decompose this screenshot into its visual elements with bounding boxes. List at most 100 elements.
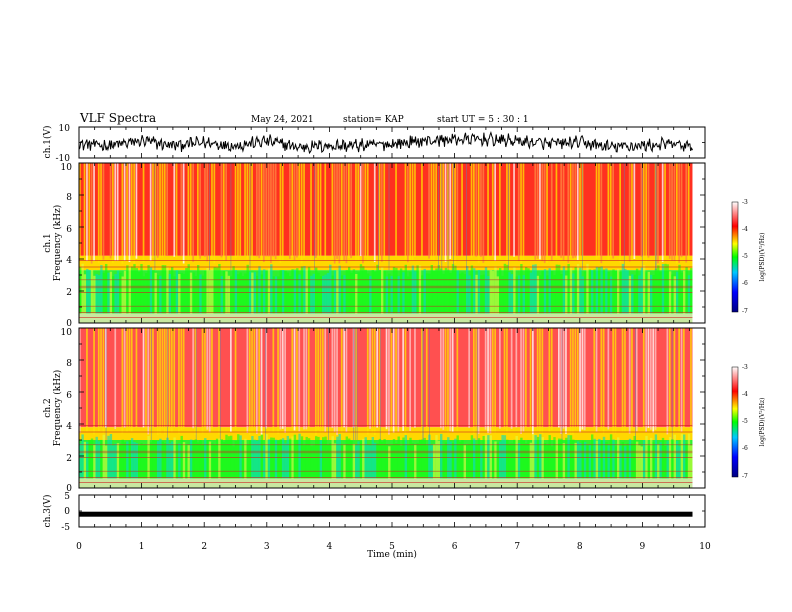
- spectrogram-low-speckle: [609, 434, 613, 479]
- spectrogram-low-speckle: [583, 441, 587, 479]
- spectrogram-low-speckle: [175, 270, 179, 314]
- spectrogram-streak: [690, 328, 692, 434]
- spectrogram-streak: [628, 328, 631, 434]
- spectrogram-streak: [274, 163, 277, 260]
- spectrogram-low-speckle: [586, 263, 589, 314]
- ch1-spectrogram-panel: 10 8 6 4 2 0 ch.1 Frequency (kHz): [43, 162, 706, 329]
- spectrogram-streak: [515, 328, 518, 428]
- spectrogram-low-speckle: [482, 436, 485, 479]
- spectrogram-low-speckle: [126, 265, 129, 314]
- spectrogram-low-speckle: [109, 434, 113, 479]
- spectrogram-low-speckle: [112, 276, 115, 314]
- spectrogram-streak: [595, 328, 598, 432]
- spectrogram-streak: [317, 328, 319, 431]
- spectrogram-low-speckle: [555, 439, 558, 479]
- spectrogram-low-speckle: [449, 441, 452, 479]
- spectrogram-low-speckle: [185, 268, 188, 314]
- spectrogram-low-speckle: [541, 270, 544, 314]
- spectrogram-low-speckle: [683, 434, 686, 479]
- spectrogram-streak: [161, 328, 164, 430]
- spectrogram-streak: [687, 163, 690, 260]
- spectrogram-streak: [348, 163, 350, 258]
- spectrogram-low-speckle: [258, 266, 261, 314]
- spectrogram-low-speckle: [371, 270, 374, 314]
- spectrogram-low-speckle: [355, 274, 358, 314]
- spectrogram-streak: [93, 163, 95, 261]
- spectrogram-streak: [251, 163, 253, 262]
- spectrogram-streak: [307, 328, 310, 429]
- spectrogram-low-speckle: [654, 268, 658, 314]
- spectrogram-streak: [621, 328, 624, 433]
- spectrogram-low-speckle: [284, 270, 287, 314]
- spectrogram-low-speckle: [366, 273, 370, 314]
- ch1-waveform-trace: [78, 130, 693, 155]
- spectrogram-streak: [569, 328, 572, 435]
- spectrogram-streak: [678, 328, 680, 432]
- spectrogram-low-speckle: [690, 445, 693, 479]
- spectrogram-low-speckle: [88, 270, 91, 314]
- spectrogram-low-speckle: [650, 437, 653, 479]
- spectrogram-low-speckle: [440, 268, 443, 314]
- spectrogram-low-speckle: [477, 270, 481, 314]
- spectrogram-low-speckle: [201, 444, 205, 479]
- spectrogram-streak: [102, 328, 105, 434]
- spectrogram-low-speckle: [496, 442, 499, 479]
- ch2-spectrogram-ylabel: Frequency (kHz): [52, 370, 63, 447]
- spectrogram-low-speckle: [163, 443, 167, 479]
- spectrogram-low-speckle: [546, 275, 549, 314]
- spectrogram-low-speckle: [466, 445, 469, 479]
- spectrogram-low-speckle: [463, 445, 466, 479]
- spectrogram-low-speckle: [520, 437, 523, 479]
- spectrogram-low-speckle: [204, 438, 207, 479]
- spectrogram-streak: [470, 163, 473, 258]
- spectrogram-low-speckle: [532, 434, 535, 479]
- x-axis-tick-label: 6: [452, 542, 458, 552]
- spectrogram-low-speckle: [503, 435, 507, 479]
- spectrogram-low-speckle: [593, 269, 596, 314]
- spectrogram-streak: [149, 163, 152, 261]
- spectrogram-streak: [548, 328, 551, 433]
- spectrogram-streak: [102, 163, 105, 260]
- spectrogram-streak: [414, 328, 416, 428]
- spectrogram-streak: [680, 328, 683, 432]
- spectrogram-streak: [362, 163, 364, 264]
- spectrogram-streak: [272, 328, 275, 433]
- spectrogram-low-speckle: [178, 443, 181, 479]
- spectrogram-streak: [421, 163, 423, 257]
- spectrogram-low-speckle: [378, 438, 382, 479]
- spectrogram-streak: [128, 328, 131, 431]
- spectrogram-low-speckle: [119, 444, 122, 479]
- spectrogram-low-speckle: [624, 268, 627, 314]
- spectrogram-low-speckle: [567, 264, 570, 314]
- spectrogram-low-speckle: [574, 266, 577, 314]
- spectrogram-streak: [600, 328, 603, 430]
- spectrogram-streak: [93, 328, 95, 435]
- spectrogram-low-speckle: [232, 446, 235, 479]
- spectrogram-low-speckle: [392, 439, 396, 479]
- spectrogram-streak: [310, 163, 312, 261]
- spectrogram-low-speckle: [281, 438, 285, 479]
- spectrogram-streak: [246, 328, 249, 433]
- spectrogram-streak: [220, 163, 223, 258]
- spectrogram-streak: [378, 163, 381, 262]
- spectrogram-streak: [456, 163, 459, 256]
- spectrogram-low-speckle: [487, 276, 490, 314]
- ch1-spec-ytick-10: 10: [61, 163, 73, 173]
- spectrogram-streak: [473, 163, 475, 257]
- spectrogram-streak: [277, 328, 279, 434]
- spectrogram-low-speckle: [430, 444, 433, 479]
- spectrogram-low-speckle: [274, 276, 278, 314]
- ch1-spec-ytick-2: 2: [66, 288, 72, 298]
- spectrogram-low-speckle: [105, 445, 108, 479]
- spectrogram-low-speckle: [548, 435, 551, 479]
- spectrogram-low-speckle: [442, 273, 445, 314]
- spectrogram-streak: [654, 328, 657, 430]
- spectrogram-low-speckle: [241, 444, 245, 479]
- spectrogram-low-speckle: [581, 276, 584, 314]
- spectrogram-low-speckle: [468, 443, 471, 479]
- spectrogram-low-speckle: [352, 269, 356, 314]
- spectrogram-low-speckle: [154, 272, 157, 314]
- spectrogram-low-speckle: [277, 276, 280, 314]
- spectrogram-streak: [123, 328, 126, 428]
